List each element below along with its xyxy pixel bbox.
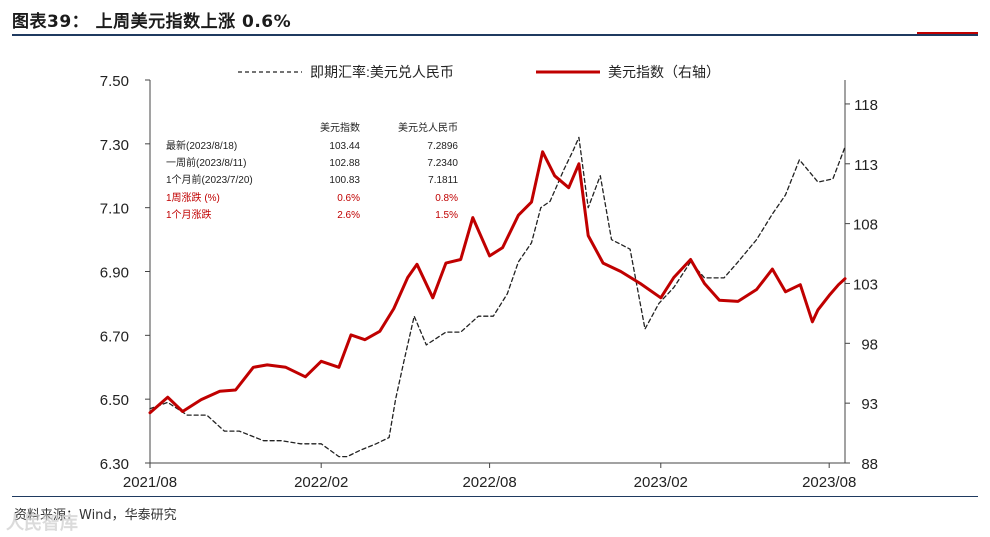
x-tick-label: 2022/08	[462, 474, 516, 491]
x-tick-label: 2021/08	[123, 474, 177, 491]
summary-cell-usdcny: 7.2340	[427, 158, 458, 169]
summary-cell-usd-index: 2.6%	[337, 210, 360, 221]
summary-cell-usd-index: 102.88	[329, 158, 360, 169]
y-right-tick-label: 118	[854, 97, 878, 114]
watermark: 人民智库	[6, 513, 78, 534]
x-tick-label: 2023/08	[802, 474, 856, 491]
summary-row-label: 最新(2023/8/18)	[166, 139, 237, 152]
bottom-rule	[12, 496, 978, 497]
y-right-ticks: 88 93 98 103 108 113 118	[845, 97, 878, 473]
plot-area: 6.30 6.50 6.70 6.90 7.10 7.30 7.50 88 93 98 103 10…	[100, 73, 878, 491]
y-right-tick-label: 103	[853, 276, 878, 293]
y-right-tick-label: 88	[861, 456, 878, 473]
legend-label-usd-index: 美元指数（右轴）	[608, 64, 720, 80]
summary-cell-usdcny: 7.1811	[428, 175, 458, 186]
title-rule	[12, 34, 978, 36]
source-note: 资料来源：Wind，华泰研究	[14, 508, 177, 523]
y-left-tick-label: 6.50	[100, 392, 129, 409]
page-title: 图表39： 上周美元指数上涨 0.6%	[12, 12, 292, 32]
x-ticks: 2021/08 2022/02 2022/08 2023/02 2023/08	[123, 463, 856, 491]
summary-row-label: 1个月前(2023/7/20)	[166, 173, 253, 186]
y-left-tick-label: 7.50	[100, 73, 129, 90]
summary-row-label: 一周前(2023/8/11)	[166, 156, 246, 169]
y-right-tick-label: 113	[854, 157, 878, 174]
legend: 即期汇率:美元兑人民币 美元指数（右轴）	[238, 64, 720, 80]
y-left-tick-label: 6.70	[100, 328, 129, 345]
summary-header-usd-index: 美元指数	[320, 121, 360, 134]
summary-table: 美元指数 美元兑人民币 最新(2023/8/18) 103.44 7.2896 …	[166, 121, 458, 221]
y-right-tick-label: 93	[861, 396, 878, 413]
x-tick-label: 2022/02	[294, 474, 348, 491]
x-tick-label: 2023/02	[634, 474, 688, 491]
summary-row-label: 1个月涨跌	[166, 208, 212, 221]
summary-row-label: 1周涨跌 (%)	[166, 191, 220, 204]
summary-cell-usd-index: 103.44	[329, 141, 360, 152]
y-left-tick-label: 7.30	[100, 137, 129, 154]
y-left-tick-label: 6.30	[100, 456, 129, 473]
y-right-tick-label: 108	[853, 217, 878, 234]
y-left-ticks: 6.30 6.50 6.70 6.90 7.10 7.30 7.50	[100, 73, 150, 473]
y-right-tick-label: 98	[861, 336, 878, 353]
summary-cell-usd-index: 100.83	[329, 175, 360, 186]
summary-cell-usdcny: 0.8%	[435, 193, 458, 204]
y-left-tick-label: 6.90	[100, 265, 129, 282]
series-layer	[148, 136, 847, 458]
y-left-tick-label: 7.10	[100, 201, 129, 218]
summary-cell-usdcny: 7.2896	[427, 141, 458, 152]
summary-cell-usd-index: 0.6%	[337, 193, 360, 204]
series-line-usd-index	[148, 150, 847, 415]
legend-label-usdcny: 即期汇率:美元兑人民币	[310, 64, 454, 80]
summary-cell-usdcny: 1.5%	[435, 210, 458, 221]
series-line-usdcny	[149, 136, 846, 458]
chart: 6.30 6.50 6.70 6.90 7.10 7.30 7.50 88 93 98 103 10…	[100, 64, 878, 491]
title-accent-rule	[917, 32, 978, 34]
summary-header-usdcny: 美元兑人民币	[398, 121, 458, 134]
